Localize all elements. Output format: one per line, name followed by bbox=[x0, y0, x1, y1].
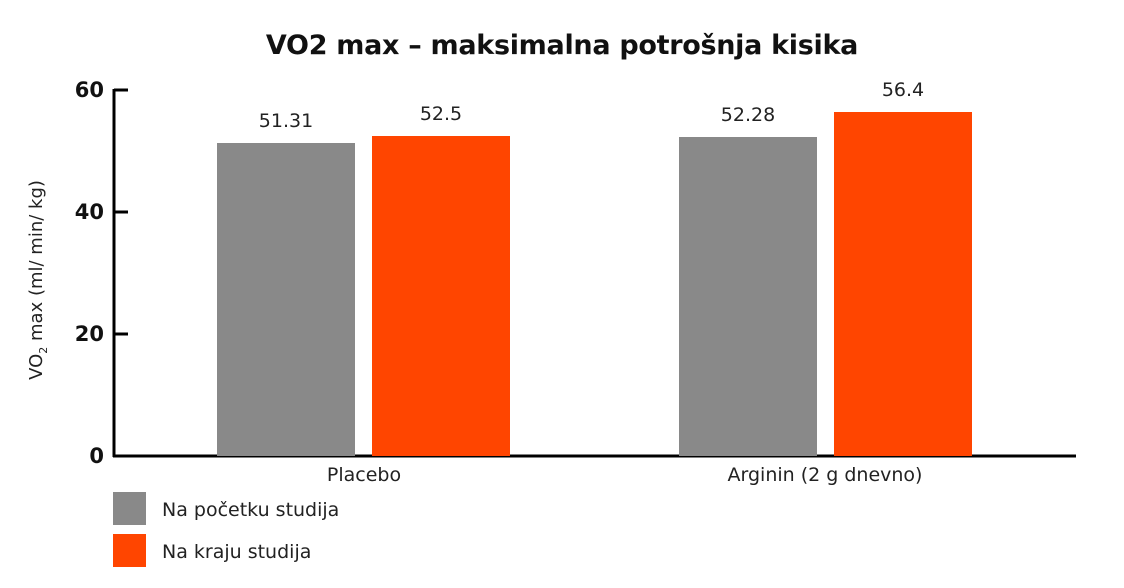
y-tick-label-0: 0 bbox=[89, 444, 104, 468]
y-tick-label-40: 40 bbox=[74, 200, 104, 224]
bar bbox=[372, 135, 510, 456]
bar-value-label: 56.4 bbox=[881, 78, 925, 101]
y-axis-label: VO2 max (ml/ min/ kg) bbox=[26, 180, 50, 380]
legend-label-start: Na početku studija bbox=[162, 499, 340, 521]
bar-value-label: 52.5 bbox=[419, 102, 463, 125]
legend-swatch-end bbox=[113, 534, 146, 567]
x-category-label: Placebo bbox=[326, 464, 402, 486]
bar-value-label: 52.28 bbox=[720, 104, 776, 127]
legend-swatch-start bbox=[113, 492, 146, 525]
legend-label-end: Na kraju studija bbox=[162, 541, 312, 563]
bar bbox=[834, 111, 972, 456]
y-tick-label-60: 60 bbox=[74, 78, 104, 102]
bar-value-label: 51.31 bbox=[258, 110, 314, 132]
bar bbox=[217, 143, 355, 456]
y-tick-label-20: 20 bbox=[74, 322, 104, 346]
x-category-label: Arginin (2 g dnevno) bbox=[727, 464, 923, 486]
bar bbox=[679, 137, 817, 456]
chart-title: VO2 max – maksimalna potrošnja kisika bbox=[265, 30, 859, 61]
